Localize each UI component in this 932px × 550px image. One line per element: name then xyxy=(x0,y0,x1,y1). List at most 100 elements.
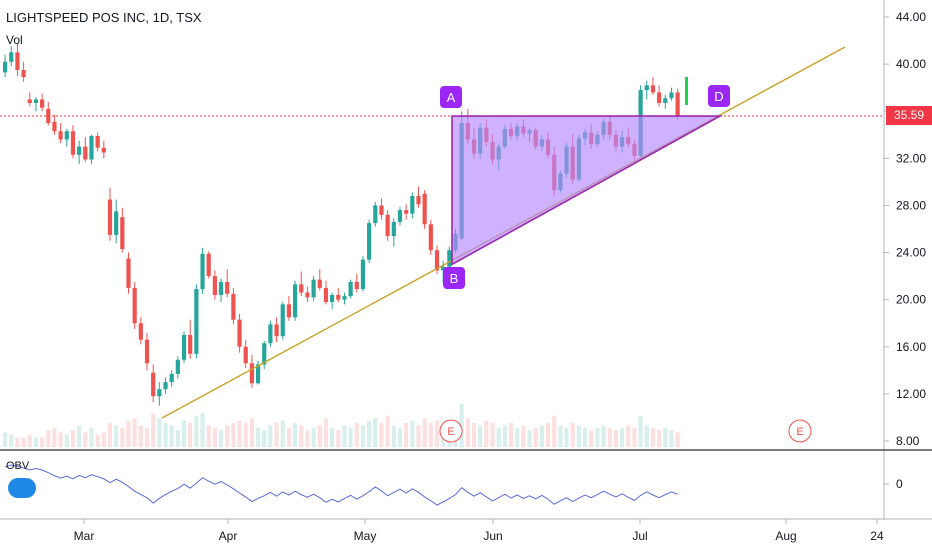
point-label-text: B xyxy=(450,271,459,286)
candle-body xyxy=(163,382,168,390)
candle-body xyxy=(416,196,421,205)
volume-bar xyxy=(151,413,156,447)
candle-body xyxy=(317,279,322,288)
volume-bar xyxy=(552,415,557,447)
volume-bar xyxy=(521,425,526,447)
volume-bar xyxy=(663,427,668,447)
point-label-d xyxy=(708,85,730,107)
volume-bar xyxy=(539,425,544,447)
volume-bar xyxy=(607,427,612,447)
volume-bar xyxy=(132,418,137,447)
candle-body xyxy=(299,284,304,293)
volume-bar xyxy=(58,432,63,447)
point-label-text: D xyxy=(714,89,723,104)
candle-body xyxy=(225,282,230,294)
volume-bar xyxy=(632,427,637,447)
candle-body xyxy=(126,258,131,288)
earnings-marker[interactable] xyxy=(788,419,812,443)
volume-bar xyxy=(255,427,261,447)
candle-body xyxy=(212,276,217,295)
y-tick-label: 16.00 xyxy=(896,340,926,354)
obv-pane: 0 xyxy=(4,464,903,506)
obv-label: OBV xyxy=(6,460,30,472)
volume-bar xyxy=(77,425,82,447)
volume-bar xyxy=(545,423,551,447)
volume-bar xyxy=(410,420,415,447)
volume-bar xyxy=(107,423,113,447)
candle-body xyxy=(292,284,298,318)
candle-body xyxy=(3,61,8,73)
candle-body xyxy=(95,135,100,148)
cloud-icon[interactable] xyxy=(8,478,36,498)
candle-body xyxy=(336,294,341,300)
y-tick-label: 24.00 xyxy=(896,246,926,260)
candle-body xyxy=(21,70,26,78)
candle-body xyxy=(40,99,45,108)
volume-bar xyxy=(200,413,205,447)
candle-body xyxy=(644,85,649,91)
volume-bar xyxy=(644,425,649,447)
candle-body xyxy=(397,210,403,222)
x-tick-label: Jun xyxy=(483,529,502,543)
candle-body xyxy=(83,146,88,160)
earnings-marker-text: E xyxy=(796,426,803,438)
candle-body xyxy=(175,359,180,374)
candle-body xyxy=(107,199,113,235)
candle-body xyxy=(342,296,347,300)
volume-bar xyxy=(311,427,316,447)
volume-bar xyxy=(465,418,470,447)
volume-bar xyxy=(471,423,477,447)
y-tick-label: 8.00 xyxy=(896,434,920,448)
candle-body xyxy=(447,250,452,267)
volume-bar xyxy=(348,427,353,447)
candle-body xyxy=(669,92,674,99)
candle-body xyxy=(663,98,668,103)
volume-bar xyxy=(508,423,514,447)
volume-layer xyxy=(3,403,680,447)
candle-body xyxy=(206,253,211,277)
volume-bar xyxy=(225,425,230,447)
volume-bar xyxy=(416,425,421,447)
volume-bar xyxy=(194,415,199,447)
point-label-b xyxy=(443,267,465,289)
candle-body xyxy=(138,323,143,340)
volume-bar xyxy=(379,423,384,447)
candle-body xyxy=(280,304,285,337)
earnings-marker[interactable] xyxy=(439,419,463,443)
volume-bar xyxy=(459,403,464,447)
volume-bar xyxy=(570,423,575,447)
volume-bar xyxy=(175,430,180,447)
volume-bar xyxy=(638,415,643,447)
volume-bar xyxy=(675,432,680,447)
candle-body xyxy=(422,193,427,225)
y-tick-label: 44.00 xyxy=(896,10,926,24)
volume-bar xyxy=(515,427,520,447)
volume-bar xyxy=(657,430,662,447)
volume-bar xyxy=(83,432,88,447)
volume-bar xyxy=(274,423,279,447)
candle-body xyxy=(70,131,76,155)
volume-bar xyxy=(262,430,267,447)
candle-body xyxy=(77,146,82,155)
volume-bar xyxy=(64,435,69,447)
candle-body xyxy=(101,147,106,153)
candle-body xyxy=(181,335,187,360)
volume-bar xyxy=(237,420,242,447)
volume-bar xyxy=(15,437,20,447)
candle-body xyxy=(132,287,137,324)
candle-body xyxy=(441,266,446,271)
volume-bar xyxy=(157,418,162,447)
point-label-text: A xyxy=(447,90,456,105)
volume-bar xyxy=(317,425,322,447)
volume-bar xyxy=(558,425,563,447)
candle-body xyxy=(64,131,69,140)
volume-bar xyxy=(218,430,224,447)
candle-body xyxy=(657,92,662,103)
projection-bar xyxy=(685,77,688,105)
volume-bar xyxy=(299,425,304,447)
volume-bar xyxy=(305,430,310,447)
volume-bar xyxy=(354,423,359,447)
candle-body xyxy=(169,373,174,383)
volume-bar xyxy=(212,427,217,447)
